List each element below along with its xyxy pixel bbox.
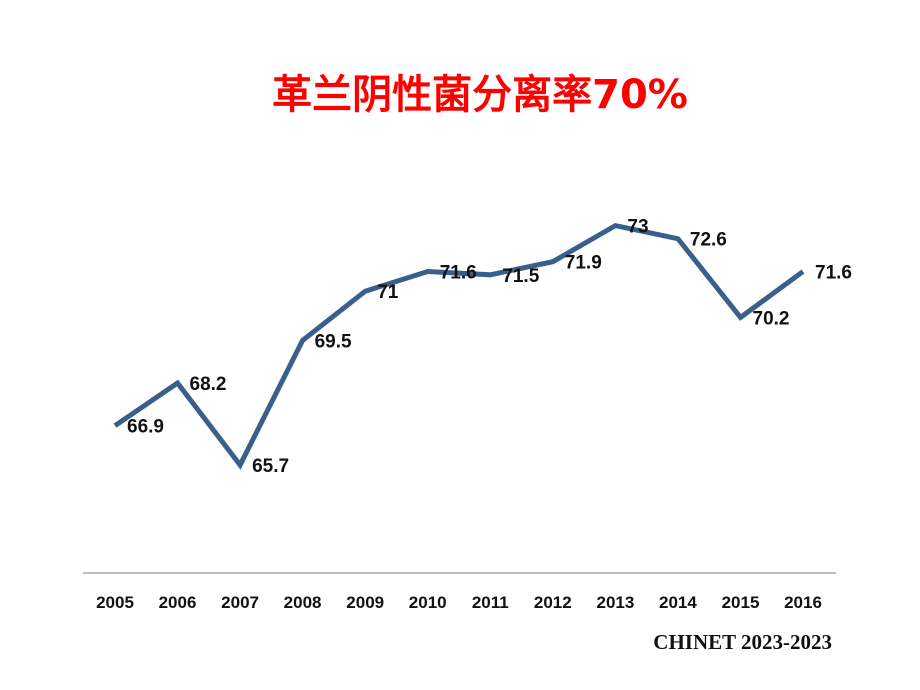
data-label: 70.2 [753, 308, 790, 329]
data-label: 65.7 [252, 456, 289, 477]
data-label: 71.5 [502, 266, 539, 287]
x-tick-label: 2014 [659, 593, 697, 612]
source-note: CHINET 2023-2023 [653, 630, 832, 654]
x-tick-label: 2007 [221, 593, 259, 612]
data-label: 71.9 [565, 253, 602, 274]
data-label: 69.5 [315, 331, 352, 352]
data-label: 73 [627, 217, 648, 238]
data-label: 71 [377, 282, 399, 303]
data-label: 66.9 [127, 417, 164, 438]
x-tick-label: 2009 [346, 593, 384, 612]
data-label: 72.6 [690, 230, 727, 251]
series-line [113, 222, 805, 470]
data-label: 71.6 [440, 263, 477, 284]
chart-title: 革兰阴性菌分离率70% [272, 72, 688, 118]
x-tick-label: 2012 [534, 593, 572, 612]
x-tick-label: 2011 [472, 593, 509, 612]
data-labels: 66.9 68.2 65.7 69.5 71 71.6 71.5 71.9 73 72.6 70.2… [127, 217, 852, 477]
data-label: 71.6 [815, 263, 852, 284]
x-tick-labels: 2005 2006 2007 2008 2009 2010 2011 2012 2013 2014… [96, 593, 822, 612]
x-tick-label: 2013 [596, 593, 634, 612]
x-tick-label: 2010 [409, 593, 447, 612]
x-tick-label: 2005 [96, 593, 134, 612]
x-tick-label: 2008 [284, 593, 322, 612]
x-tick-label: 2015 [722, 593, 760, 612]
data-label: 68.2 [190, 374, 227, 395]
x-tick-label: 2016 [784, 593, 822, 612]
x-tick-label: 2006 [159, 593, 197, 612]
